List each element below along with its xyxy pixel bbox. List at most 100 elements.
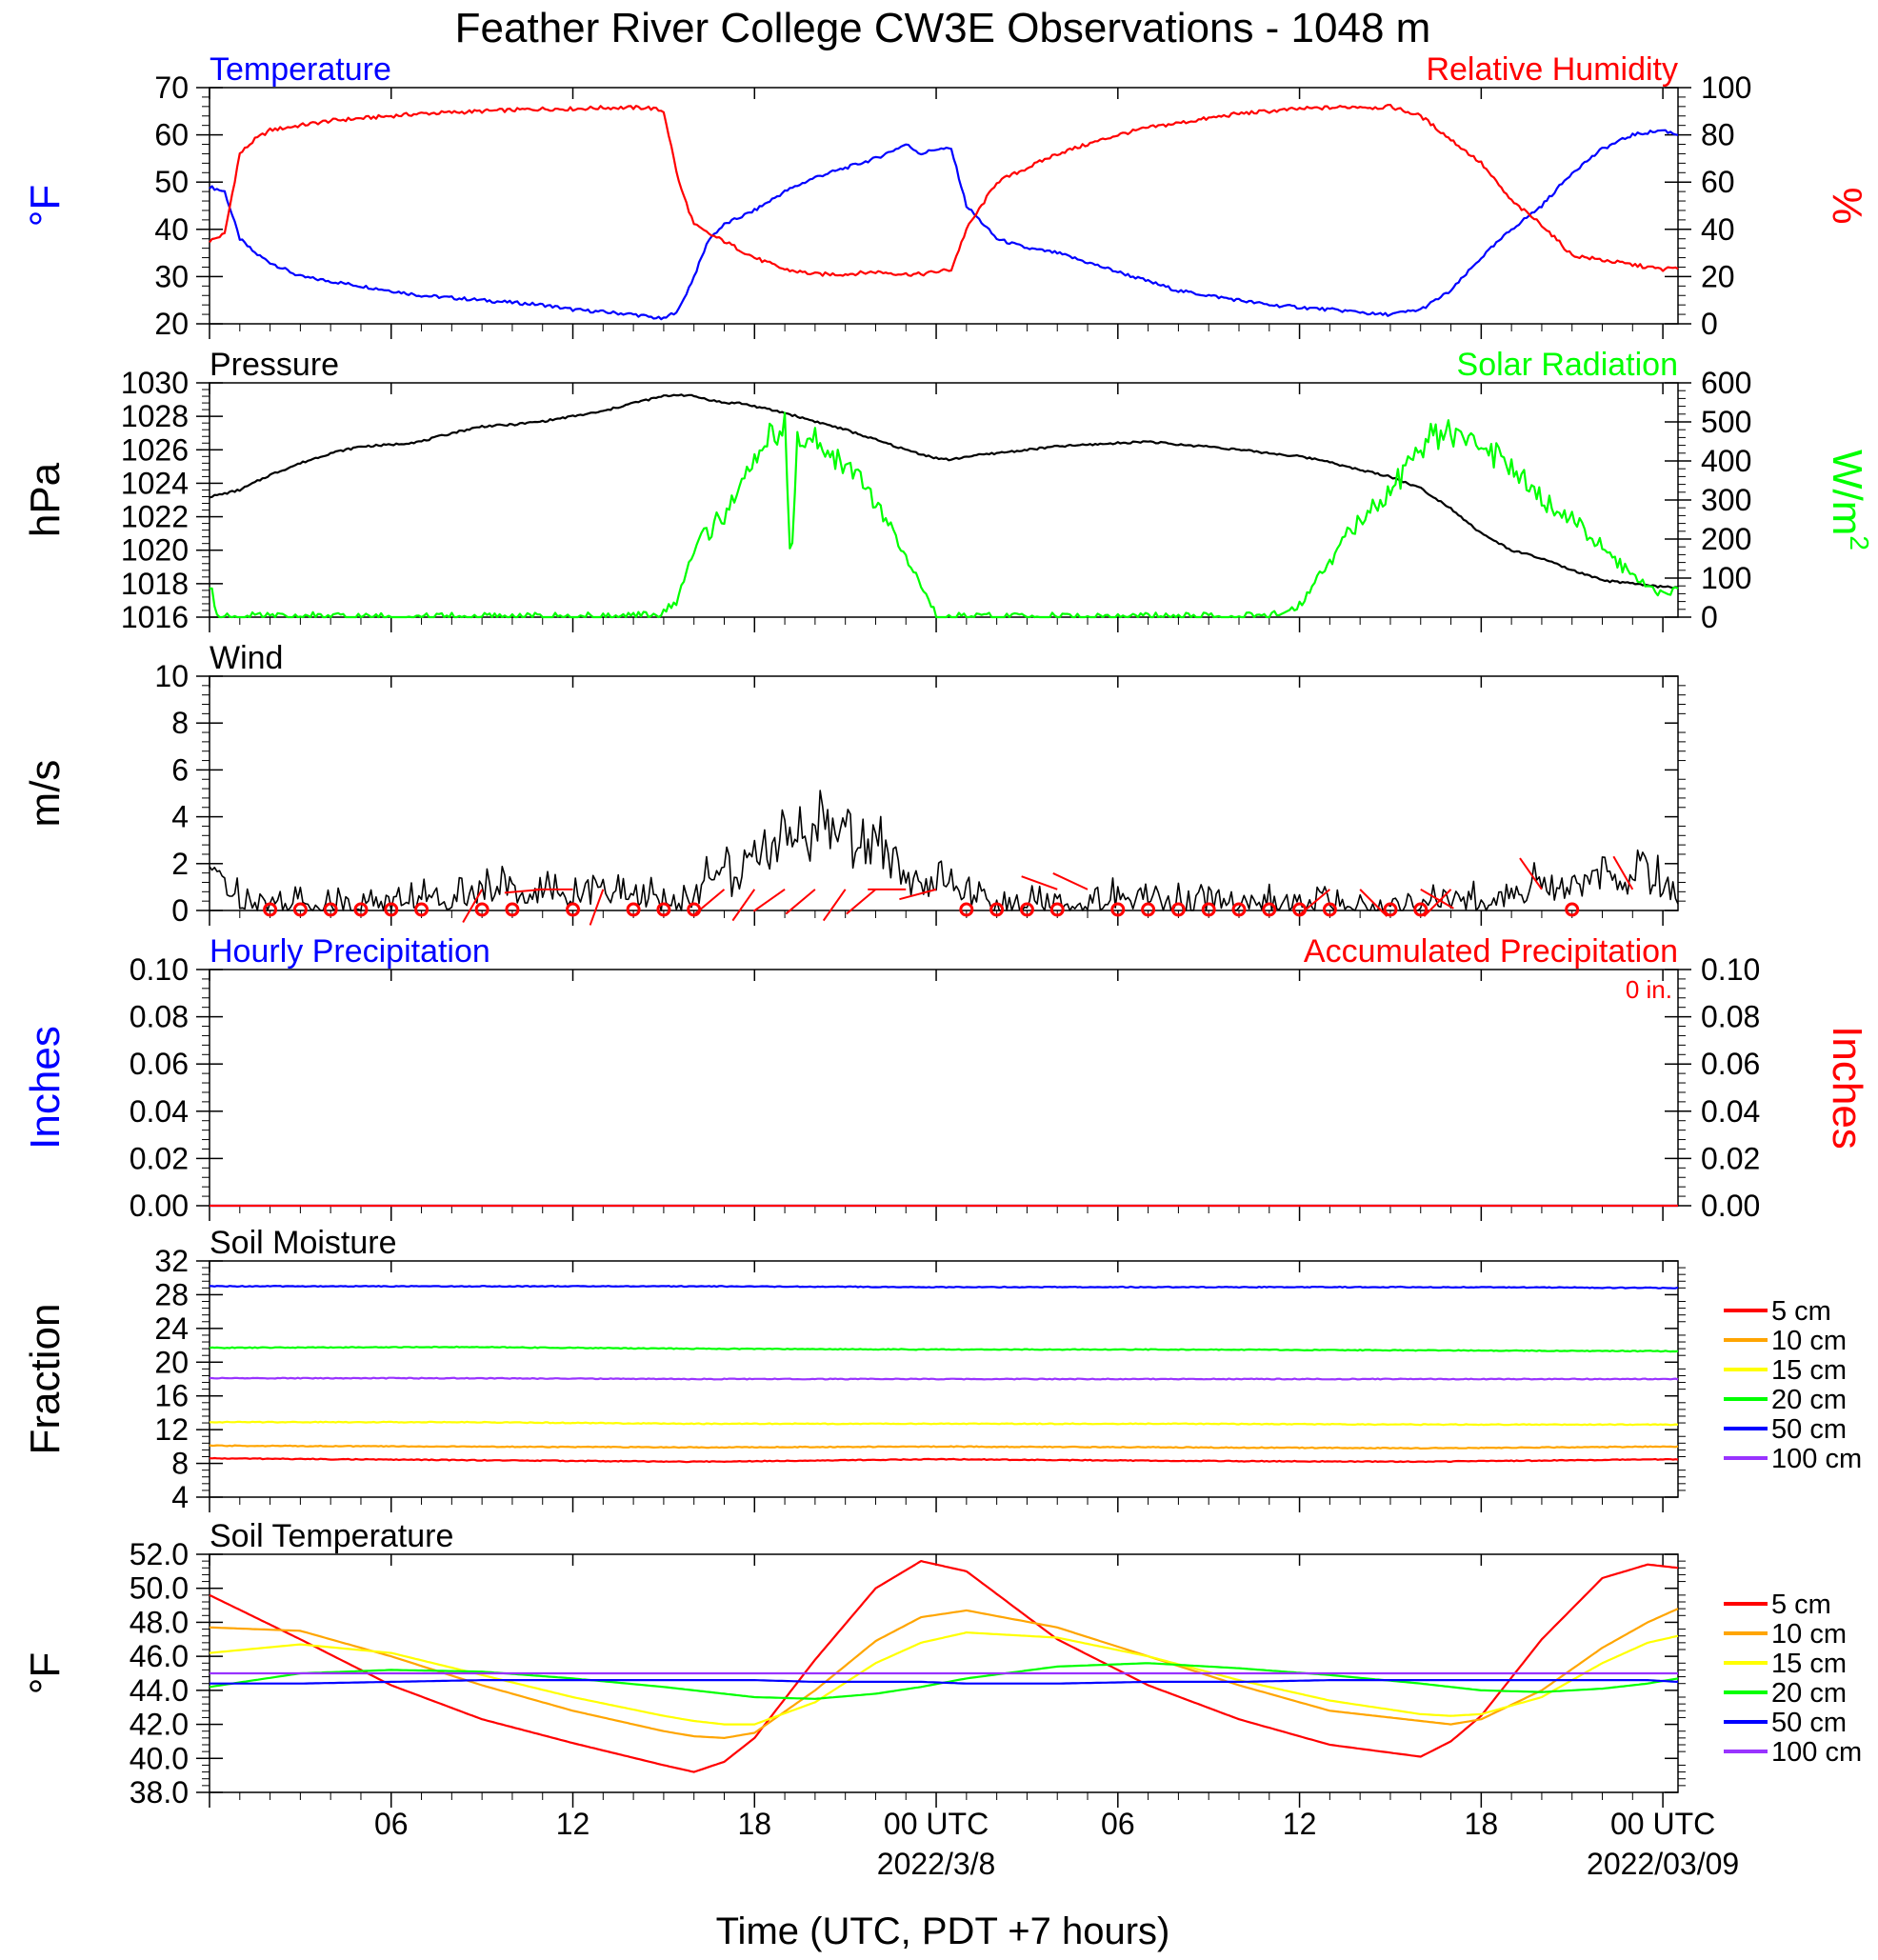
calm-wind-marker — [353, 902, 369, 917]
y-tick-label: 28 — [154, 1277, 189, 1311]
y-tick-label: 48.0 — [130, 1605, 189, 1639]
y-tick-label: 1016 — [121, 600, 189, 634]
y-tick-label: 32 — [154, 1244, 189, 1278]
wind-barb — [1423, 889, 1452, 917]
panel-pressure_solar: Pressure Solar Radiation10161018102010221… — [22, 347, 1874, 634]
wind-barb — [1519, 857, 1543, 890]
accumulated-total-label: 0 in. — [1626, 975, 1672, 1004]
series-line-50-cm — [210, 1679, 1679, 1685]
x-tick-label: 06 — [1101, 1807, 1135, 1841]
x-tick-label: 18 — [737, 1807, 771, 1841]
wind-barb — [589, 889, 605, 926]
x-tick-label: 12 — [556, 1807, 590, 1841]
x-tick-label: 00 UTC — [1610, 1807, 1715, 1841]
panel-title-right: Accumulated Precipitation — [1304, 933, 1678, 970]
y-tick-label: 4 — [171, 1480, 189, 1514]
panel-precipitation: Hourly Precipitation Accumulated Precipit… — [22, 933, 1870, 1223]
y-tick-label: 20 — [154, 1345, 189, 1379]
y-axis-label-superscript: 2 — [1845, 535, 1874, 550]
calm-wind-marker — [292, 902, 308, 917]
legend-label: 10 cm — [1771, 1619, 1847, 1650]
plot-frame — [209, 675, 1679, 911]
wind-barb — [1420, 888, 1454, 910]
calm-wind-marker — [1110, 902, 1126, 917]
y-tick-label: 60 — [154, 118, 189, 152]
y-tick-label: 44.0 — [130, 1673, 189, 1708]
legend-label: 15 cm — [1771, 1355, 1847, 1386]
legend-label: 50 cm — [1771, 1708, 1847, 1738]
y-tick-label: 52.0 — [130, 1537, 189, 1571]
y-tick-label-right: 300 — [1701, 483, 1751, 517]
y-tick-label-right: 40 — [1701, 212, 1735, 247]
series-line-wind-speed — [209, 790, 1679, 911]
calm-wind-marker — [384, 902, 399, 917]
panel-title-left: Hourly Precipitation — [210, 933, 490, 970]
y-tick-label: 1020 — [121, 533, 189, 568]
y-tick-label: 20 — [154, 307, 189, 341]
panel-wind: Wind 0 2 4 6 8 10 m/s — [22, 640, 1686, 928]
legend-label: 5 cm — [1771, 1296, 1831, 1327]
panel-soil_temperature: Soil Temperature 38.040.042.044.046.048.0… — [22, 1518, 1862, 1810]
wind-barb — [1612, 855, 1634, 890]
y-tick-label-right: 0.00 — [1701, 1189, 1760, 1223]
panel-title-right: Relative Humidity — [1426, 51, 1678, 88]
y-tick-label: 10 — [154, 659, 189, 693]
x-tick-label: 00 UTC — [884, 1807, 989, 1841]
series-line-15-cm — [210, 1420, 1679, 1427]
series-line-5-cm — [209, 1456, 1679, 1464]
calm-wind-marker — [656, 902, 671, 917]
y-tick-label: 8 — [171, 706, 189, 740]
x-tick-label: 06 — [374, 1807, 409, 1841]
legend-label: 10 cm — [1771, 1326, 1847, 1356]
y-axis-label-left: Inches — [22, 1026, 69, 1150]
y-tick-label: 1028 — [121, 399, 189, 433]
x-tick-label: 12 — [1283, 1807, 1317, 1841]
calm-wind-marker — [505, 902, 520, 917]
panel-title-left: Temperature — [210, 51, 391, 88]
wind-barb — [731, 889, 756, 922]
series-line-temperature — [209, 129, 1679, 321]
calm-wind-marker — [1231, 902, 1247, 917]
y-tick-label-right: 200 — [1701, 522, 1751, 556]
y-axis-label-right: W/m2 — [1824, 450, 1874, 550]
y-tick-label: 1026 — [121, 432, 189, 467]
series-line-5-cm — [209, 1560, 1679, 1773]
y-axis-label-right: Inches — [1824, 1026, 1870, 1150]
y-tick-label-right: 0.08 — [1701, 1000, 1760, 1034]
y-tick-label: 6 — [171, 752, 189, 787]
y-tick-label-right: 100 — [1701, 561, 1751, 595]
x-date-label: 2022/3/8 — [877, 1847, 996, 1881]
calm-wind-marker — [323, 902, 338, 917]
y-tick-label: 0.04 — [130, 1094, 189, 1129]
wind-barb — [785, 889, 816, 915]
y-tick-label: 0.10 — [130, 952, 189, 987]
y-tick-label: 50 — [154, 165, 189, 199]
y-tick-label: 30 — [154, 259, 189, 293]
y-tick-label: 16 — [154, 1379, 189, 1413]
y-axis-label-left: °F — [22, 185, 69, 227]
calm-wind-marker — [1019, 902, 1034, 917]
legend-label: 50 cm — [1771, 1414, 1847, 1445]
y-tick-label: 40 — [154, 212, 189, 247]
y-tick-label: 50.0 — [130, 1571, 189, 1606]
calm-wind-marker — [474, 902, 489, 917]
x-tick-label: 18 — [1465, 1807, 1499, 1841]
calm-wind-marker — [1262, 902, 1277, 917]
y-tick-label-right: 0 — [1701, 600, 1718, 634]
series-line-20-cm — [209, 1345, 1679, 1353]
calm-wind-marker — [414, 902, 430, 917]
y-tick-label-right: 0.04 — [1701, 1094, 1760, 1129]
calm-wind-marker — [989, 902, 1005, 917]
wind-barb — [1359, 889, 1389, 917]
legend-label: 20 cm — [1771, 1678, 1847, 1709]
x-date-label: 2022/03/09 — [1587, 1847, 1739, 1881]
panel-title-right: Solar Radiation — [1457, 347, 1678, 383]
wind-barb — [1021, 875, 1058, 890]
y-tick-label: 12 — [154, 1412, 189, 1447]
calm-wind-marker — [1201, 902, 1216, 917]
calm-wind-marker — [1292, 902, 1308, 917]
calm-wind-marker — [263, 902, 278, 917]
x-axis-title: Time (UTC, PDT +7 hours) — [716, 1910, 1170, 1952]
